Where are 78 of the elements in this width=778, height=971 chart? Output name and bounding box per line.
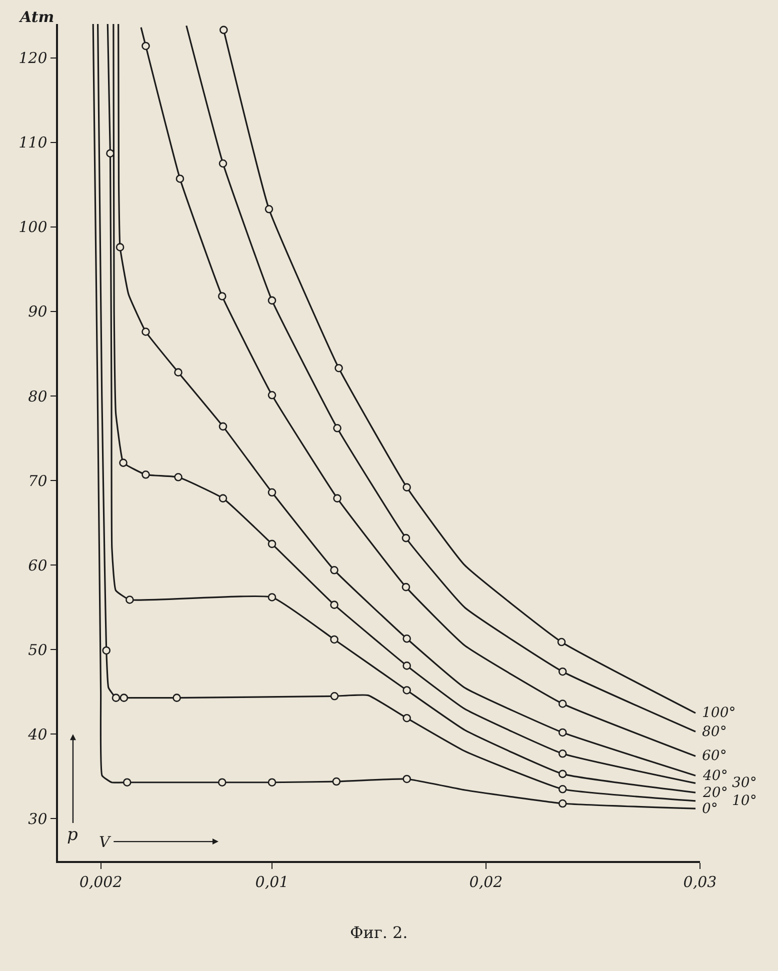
point (268, 778, 276, 787)
y-tick-label: 70 (28, 472, 48, 490)
point (334, 364, 343, 372)
series-label: 60° (702, 748, 727, 764)
y-tick-label: 30 (28, 810, 48, 828)
point (218, 494, 228, 502)
point (402, 662, 411, 670)
point (119, 458, 128, 467)
text: Atm (18, 8, 54, 26)
x-tick-label: 0,03 (683, 872, 717, 891)
y-tick-label: 90 (28, 302, 48, 321)
point (402, 686, 411, 694)
point (557, 638, 566, 646)
point (558, 667, 567, 676)
point (142, 328, 150, 336)
point (402, 634, 411, 643)
point (172, 694, 181, 702)
point (268, 540, 276, 548)
point (402, 714, 411, 722)
x-tick-label: 0,02 (469, 872, 503, 891)
x-tick-label: 0,01 (255, 872, 289, 891)
text: 30° (732, 775, 757, 791)
point (126, 596, 134, 604)
point (330, 635, 338, 644)
point (330, 692, 339, 700)
point (330, 566, 338, 574)
point (558, 728, 567, 737)
point (174, 473, 182, 482)
series-label: 0° (702, 801, 718, 817)
point (402, 774, 411, 784)
point (268, 593, 276, 602)
point (218, 159, 228, 168)
series-label: 100° (702, 705, 736, 721)
series-label: 80° (702, 724, 727, 740)
point (219, 26, 228, 34)
point (218, 292, 226, 300)
y-tick-label: 80 (28, 387, 48, 406)
point (218, 422, 228, 431)
series-label: 40° (702, 768, 728, 784)
point (106, 149, 114, 158)
x-axis-title: V (99, 833, 112, 851)
point (330, 600, 338, 609)
y-tick-label: 100 (18, 218, 48, 236)
text: Фиг. 2. (350, 923, 408, 942)
point (402, 582, 410, 592)
point (332, 777, 341, 786)
point (264, 205, 274, 214)
point (102, 646, 111, 655)
point (268, 296, 276, 305)
point (120, 694, 128, 702)
point (112, 694, 120, 702)
point (176, 174, 184, 183)
point (402, 483, 411, 492)
y-tick-label: 40 (27, 725, 48, 744)
series-label: 20° (702, 785, 728, 801)
point (402, 534, 410, 542)
point (268, 391, 276, 400)
point (333, 494, 342, 502)
y-tick-label: 120 (18, 49, 48, 68)
point (558, 700, 567, 708)
point (268, 488, 276, 497)
text: 10° (732, 793, 757, 809)
point (558, 799, 567, 808)
point (333, 424, 342, 432)
point (558, 784, 567, 794)
point (122, 778, 132, 787)
y-axis-title: p (67, 825, 78, 845)
y-tick-label: 60 (28, 556, 48, 574)
point (142, 470, 150, 479)
point (218, 778, 226, 787)
point (174, 368, 182, 376)
point (116, 243, 124, 252)
y-tick-label: 110 (18, 134, 48, 152)
point (558, 749, 567, 758)
point (558, 770, 567, 778)
point (142, 42, 150, 50)
y-tick-label: 50 (28, 640, 48, 659)
x-tick-label: 0,002 (79, 872, 122, 891)
